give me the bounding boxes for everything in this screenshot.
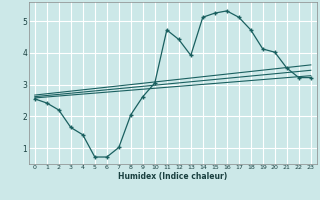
- X-axis label: Humidex (Indice chaleur): Humidex (Indice chaleur): [118, 172, 228, 181]
